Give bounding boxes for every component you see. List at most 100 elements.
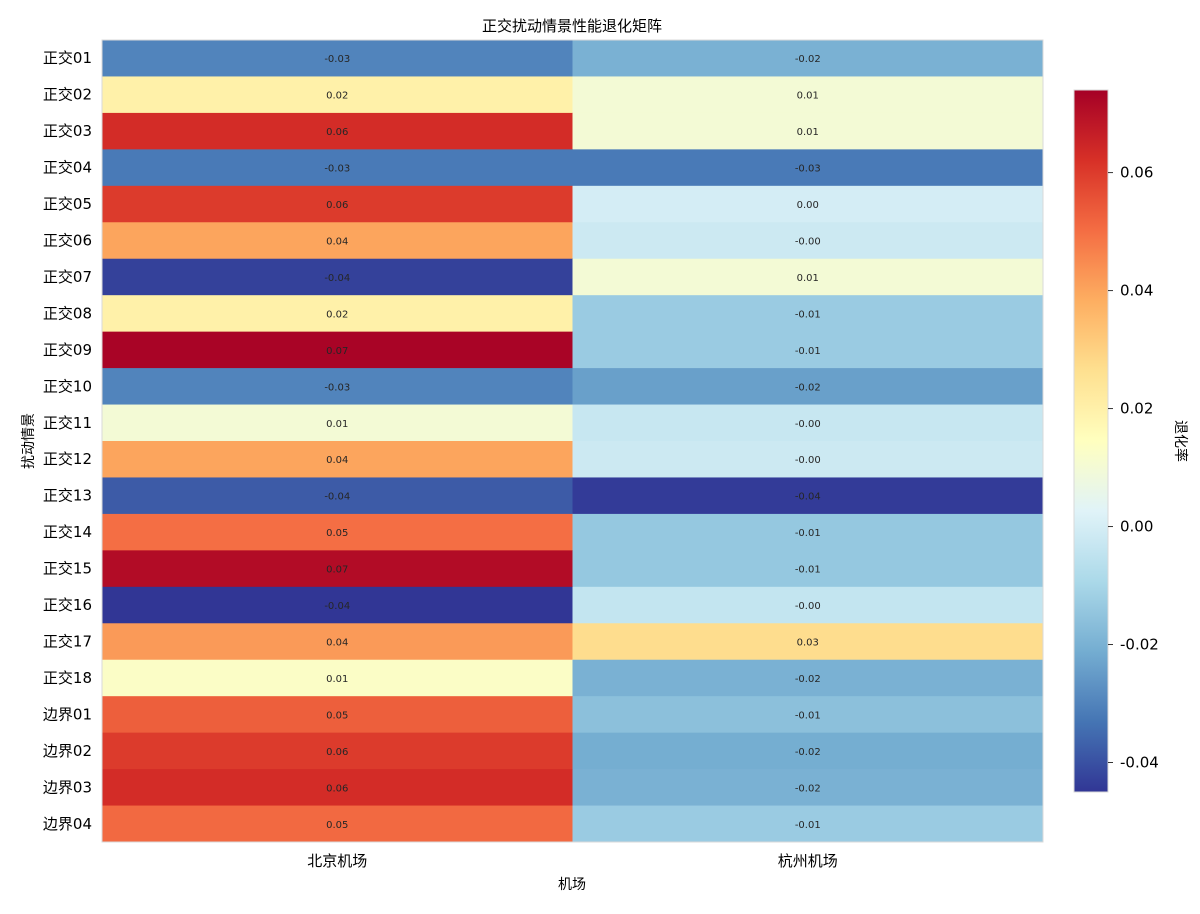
heatmap-cell [572,805,1044,843]
cell-value-label: 0.04 [326,237,348,248]
colorbar-ticks: -0.04 -0.02 0.00 0.02 0.04 0.06 [1108,164,1159,772]
row-label: 正交03 [43,122,92,140]
cell-value-label: 0.04 [326,638,348,649]
row-labels: 正交01 正交02 正交03 正交04 正交05 正交06 正交07 正交08 正交09 正交10… [43,49,92,833]
heatmap-cell [102,732,573,770]
row-label: 正交01 [43,49,92,67]
heatmap-cell [572,149,1044,187]
cell-value-label: -0.00 [795,237,821,248]
cell-value-label: -0.00 [795,419,821,430]
heatmap-cell [572,185,1044,223]
heatmap-cell [102,76,573,114]
row-label: 正交16 [43,596,92,614]
heatmap-cell [572,368,1044,406]
heatmap-cell [102,40,573,77]
cell-value-label: 0.06 [326,200,348,211]
cell-value-label: -0.03 [324,54,350,65]
heatmap-cell [572,76,1044,114]
plot-frame [101,39,1044,843]
cell-value-label: -0.03 [324,164,350,175]
heatmap-cell [102,112,573,150]
row-label: 正交18 [43,669,92,687]
row-label: 正交08 [43,304,92,322]
column-label: 杭州机场 [778,852,838,870]
cell-value-label: -0.02 [795,54,821,65]
colorbar-tick-label: 0.00 [1120,518,1153,536]
cell-value-label: 0.02 [326,309,348,320]
row-label: 边界02 [43,742,92,760]
heatmap-cell [102,550,573,588]
heatmap-cell [572,40,1044,77]
row-label: 边界03 [43,778,92,796]
row-label: 正交09 [43,341,92,359]
row-label: 边界04 [43,815,92,833]
row-label: 正交07 [43,268,92,286]
cell-value-label: 0.02 [326,91,348,102]
heatmap-cell [102,404,573,442]
heatmap-cell [102,513,573,551]
cell-value-label: 0.07 [326,346,348,357]
cell-value-label: -0.03 [324,382,350,393]
heatmap-cell [102,659,573,697]
heatmap-cell [572,222,1044,260]
cell-value-label: -0.04 [324,601,350,612]
column-labels: 北京机场 杭州机场 [307,852,838,870]
row-label: 正交12 [43,450,92,468]
cell-value-label: -0.02 [795,783,821,794]
row-label: 正交11 [43,414,92,432]
colorbar-tick-label: 0.04 [1120,282,1153,300]
row-label: 正交10 [43,377,92,395]
cell-value-label: 0.01 [797,127,819,138]
row-label: 正交15 [43,560,92,578]
cell-value-label: 0.01 [326,419,348,430]
heatmap-cell [572,112,1044,150]
colorbar-tick-label: -0.04 [1120,754,1159,772]
heatmap-cell [572,623,1044,661]
heatmap-cell [572,513,1044,551]
cell-value-label: -0.01 [795,309,821,320]
colorbar-label: 退化率 [1172,420,1189,462]
cell-value-label: 0.05 [326,820,348,831]
cell-value-label: 0.05 [326,710,348,721]
cell-value-label: -0.04 [324,273,350,284]
heatmap-cell [572,331,1044,369]
cell-value-label: 0.07 [326,565,348,576]
heatmap-cell [102,623,573,661]
row-label: 正交06 [43,232,92,250]
heatmap-cell [102,441,573,478]
heatmap-cell [102,586,573,624]
colorbar [1073,89,1109,793]
row-label: 正交13 [43,487,92,505]
cell-value-label: -0.02 [795,674,821,685]
colorbar-tick-label: -0.02 [1120,636,1159,654]
row-label: 正交05 [43,195,92,213]
heatmap-cell [102,295,573,333]
heatmap-cell [102,696,573,734]
y-axis-label: 扰动情景 [21,413,37,469]
cell-value-label: -0.01 [795,820,821,831]
row-label: 正交04 [43,159,92,177]
heatmap-cell [572,769,1044,807]
heatmap-cell [572,258,1044,296]
cell-value-label: 0.00 [797,200,819,211]
heatmap-cell [102,477,573,515]
cell-value-label: 0.05 [326,528,348,539]
cell-value-label: 0.01 [326,674,348,685]
heatmap-cell [572,550,1044,588]
heatmap-cell [102,805,573,843]
heatmap-cell [102,368,573,406]
cell-value-label: 0.04 [326,455,348,466]
cell-value-label: 0.06 [326,747,348,758]
cell-value-label: -0.04 [795,492,821,503]
row-label: 正交02 [43,86,92,104]
cell-value-label: 0.01 [797,91,819,102]
cell-value-label: -0.00 [795,455,821,466]
heatmap-cell [102,185,573,223]
cell-value-label: -0.02 [795,747,821,758]
cell-value-label: 0.03 [797,638,819,649]
heatmap-cell [572,696,1044,734]
cell-value-label: -0.03 [795,164,821,175]
heatmap-cell [102,222,573,260]
colorbar-tick-label: 0.02 [1120,400,1153,418]
x-axis-label: 机场 [558,877,586,893]
